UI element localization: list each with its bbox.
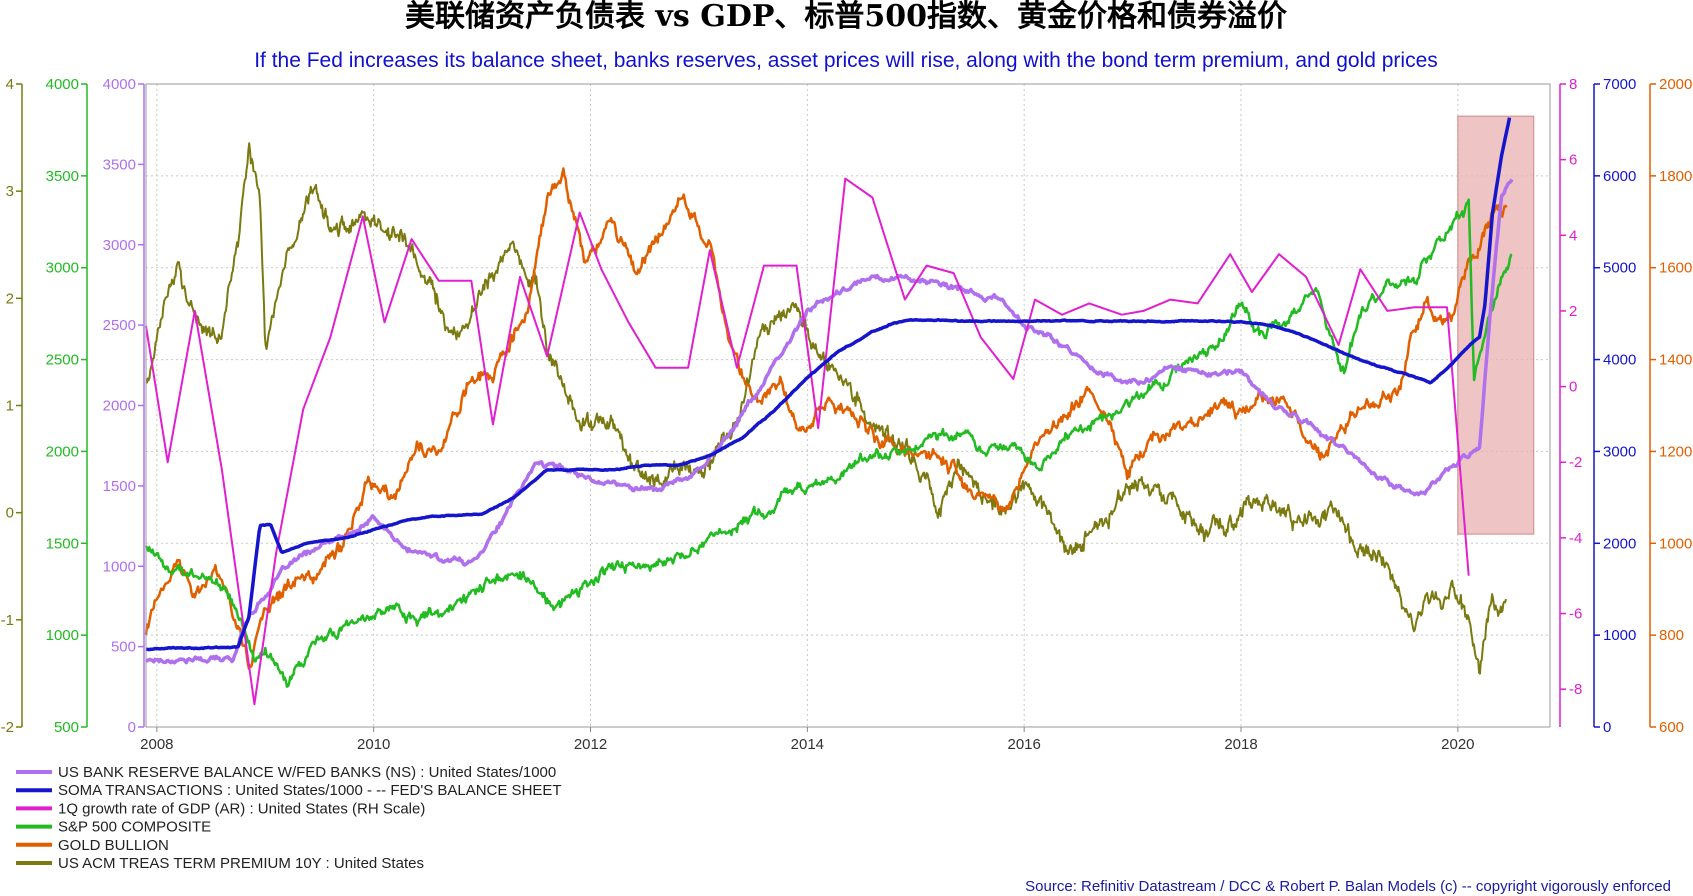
axis-tick-label-gdp: -4: [1569, 530, 1582, 547]
x-tick-label: 2010: [357, 736, 390, 753]
axis-tick-label-sp500: 3000: [46, 260, 79, 277]
axis-tick-label-gold: 2000: [1659, 76, 1692, 93]
chart-subtitle: If the Fed increases its balance sheet, …: [254, 49, 1438, 72]
series-line-gdp: [145, 177, 1470, 706]
plot-frame: [145, 83, 1551, 728]
source-note: Source: Refinitiv Datastream / DCC & Rob…: [1025, 878, 1671, 895]
legend-item: US ACM TREAS TERM PREMIUM 10Y : United S…: [16, 855, 424, 872]
axis-tick-label-sp500: 3500: [46, 168, 79, 185]
axis-tick-label-soma: 2000: [1603, 535, 1636, 552]
axis-tick-label-gold: 1000: [1659, 535, 1692, 552]
axis-reserves: 0 500 1000 1500 2000 2500 3000 3500 4000: [103, 76, 145, 736]
axis-soma: 0 1000 2000 3000 4000 5000 6000 7000: [1593, 76, 1636, 736]
axis-tick-label-reserves: 0: [128, 719, 136, 736]
axis-tick-label-gold: 800: [1659, 627, 1684, 644]
axis-tick-label-soma: 3000: [1603, 443, 1636, 460]
x-axis: 2008 2010 2012 2014 2016 2018 2020: [140, 727, 1475, 753]
axis-tick-label-soma: 1000: [1603, 627, 1636, 644]
axis-tick-label-term_premium: 2: [6, 290, 14, 307]
axis-tick-label-soma: 5000: [1603, 260, 1636, 277]
series-line-gold: [144, 167, 1508, 670]
axis-tick-label-term_premium: 4: [6, 76, 14, 93]
axis-tick-label-term_premium: -1: [1, 612, 14, 629]
axis-tick-label-gold: 600: [1659, 719, 1684, 736]
axis-tick-label-soma: 0: [1603, 719, 1611, 736]
x-tick-label: 2012: [574, 736, 607, 753]
axis-tick-label-reserves: 3000: [103, 237, 136, 254]
axis-tick-label-sp500: 500: [54, 719, 79, 736]
legend-label: US ACM TREAS TERM PREMIUM 10Y : United S…: [58, 855, 424, 872]
series-line-reserves: [144, 178, 1514, 665]
axis-tick-label-reserves: 2500: [103, 317, 136, 334]
axis-tick-label-gold: 1800: [1659, 168, 1692, 185]
axis-tick-label-gdp: 0: [1569, 379, 1577, 396]
legend-item: GOLD BULLION: [16, 837, 169, 854]
highlight-region: [1457, 115, 1535, 535]
legend: US BANK RESERVE BALANCE W/FED BANKS (NS)…: [16, 764, 562, 872]
axis-tick-label-sp500: 2500: [46, 352, 79, 369]
legend-label: SOMA TRANSACTIONS : United States/1000 -…: [58, 782, 562, 799]
axis-tick-label-term_premium: 0: [6, 505, 14, 522]
axis-tick-label-gold: 1600: [1659, 260, 1692, 277]
axis-tick-label-gdp: 8: [1569, 76, 1577, 93]
axis-tick-label-reserves: 3500: [103, 156, 136, 173]
x-tick-label: 2016: [1007, 736, 1040, 753]
axis-tick-label-reserves: 4000: [103, 76, 136, 93]
legend-label: 1Q growth rate of GDP (AR) : United Stat…: [58, 800, 425, 817]
axis-tick-label-sp500: 1000: [46, 627, 79, 644]
axis-tick-label-gdp: -6: [1569, 606, 1582, 623]
axis-tick-label-term_premium: 3: [6, 183, 14, 200]
axis-sp500: 500 1000 1500 2000 2500 3000 3500 4000: [46, 76, 88, 736]
series-lines: [144, 117, 1514, 706]
legend-item: SOMA TRANSACTIONS : United States/1000 -…: [16, 782, 562, 799]
axis-tick-label-soma: 7000: [1603, 76, 1636, 93]
legend-item: 1Q growth rate of GDP (AR) : United Stat…: [16, 800, 425, 817]
axis-tick-label-reserves: 2000: [103, 398, 136, 415]
legend-item: US BANK RESERVE BALANCE W/FED BANKS (NS)…: [16, 764, 556, 781]
axis-tick-label-reserves: 1500: [103, 478, 136, 495]
axis-tick-label-gold: 1400: [1659, 352, 1692, 369]
covid-highlight-box: [1457, 115, 1535, 535]
axis-tick-label-soma: 6000: [1603, 168, 1636, 185]
axis-tick-label-gdp: -8: [1569, 681, 1582, 698]
axis-tick-label-soma: 4000: [1603, 352, 1636, 369]
axes: -2-1012345001000150020002500300035004000…: [1, 76, 1693, 736]
axis-tick-label-gold: 1200: [1659, 443, 1692, 460]
axis-tick-label-gdp: 4: [1569, 227, 1577, 244]
legend-label: S&P 500 COMPOSITE: [58, 819, 211, 836]
axis-tick-label-term_premium: 1: [6, 398, 14, 415]
axis-tick-label-gdp: -2: [1569, 454, 1582, 471]
legend-item: S&P 500 COMPOSITE: [16, 819, 211, 836]
x-tick-label: 2008: [140, 736, 173, 753]
series-line-soma: [145, 117, 1512, 652]
x-tick-label: 2020: [1441, 736, 1474, 753]
axis-gold: 600 800 1000 1200 1400 1600 1800 2000: [1649, 76, 1692, 736]
series-line-sp500: [144, 198, 1513, 688]
axis-tick-label-reserves: 1000: [103, 558, 136, 575]
axis-tick-label-sp500: 2000: [46, 443, 79, 460]
axis-tick-label-reserves: 500: [111, 639, 136, 656]
axis-gdp: -8 -6 -4 -2 0 2 4 6 8: [1559, 76, 1582, 727]
legend-label: US BANK RESERVE BALANCE W/FED BANKS (NS)…: [58, 764, 556, 781]
x-tick-label: 2018: [1224, 736, 1257, 753]
axis-tick-label-sp500: 4000: [46, 76, 79, 93]
axis-tick-label-gdp: 2: [1569, 303, 1577, 320]
axis-tick-label-sp500: 1500: [46, 535, 79, 552]
axis-tick-label-term_premium: -2: [1, 719, 14, 736]
axis-term_premium: -2 -1 0 1 2 3 4: [1, 76, 23, 736]
axis-tick-label-gdp: 6: [1569, 152, 1577, 169]
chart-title: 美联储资产负债表 vs GDP、标普500指数、黄金价格和债券溢价: [405, 0, 1287, 34]
legend-label: GOLD BULLION: [58, 837, 169, 854]
x-tick-label: 2014: [791, 736, 824, 753]
